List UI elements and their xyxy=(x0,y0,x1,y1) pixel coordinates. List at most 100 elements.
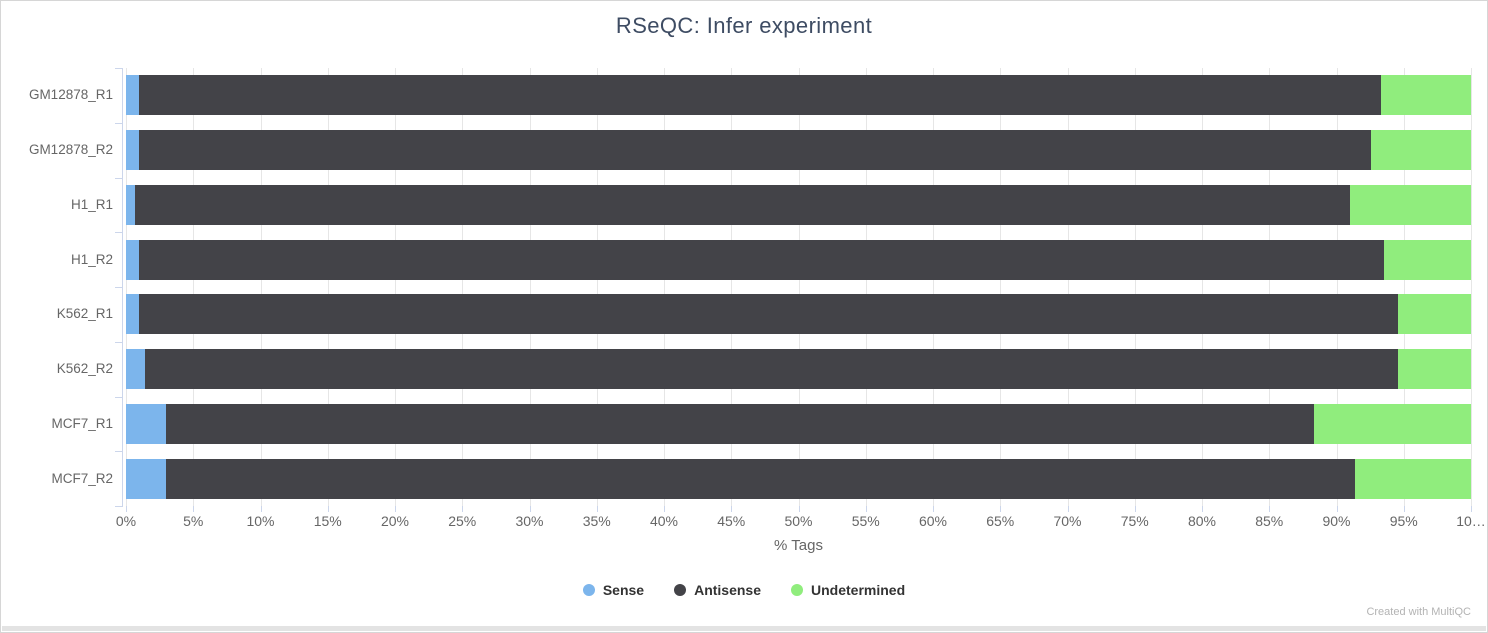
bar-segment-sense[interactable] xyxy=(126,349,145,390)
x-tick-mark xyxy=(1134,506,1136,512)
chart-title: RSeQC: Infer experiment xyxy=(615,13,873,38)
y-axis-tick xyxy=(115,396,123,398)
y-axis-tick xyxy=(115,287,123,288)
x-axis-title: % Tags xyxy=(774,537,823,554)
category-label: K562_R1 xyxy=(56,306,113,322)
gridline xyxy=(529,68,531,506)
bar-row xyxy=(126,184,1471,225)
x-tick-mark xyxy=(798,506,800,512)
bar-segment-antisense[interactable] xyxy=(139,294,1399,335)
multiqc-credit: Created with MultiQC xyxy=(1366,606,1471,618)
bar-segment-undetermined[interactable] xyxy=(1313,403,1471,444)
bar-segment-sense[interactable] xyxy=(126,130,140,171)
bar-segment-antisense[interactable] xyxy=(135,184,1350,225)
bar-segment-sense[interactable] xyxy=(126,294,140,335)
bar-segment-undetermined[interactable] xyxy=(1371,130,1471,171)
bar-segment-sense[interactable] xyxy=(126,403,167,444)
x-tick-mark xyxy=(193,506,195,512)
bar-segment-sense[interactable] xyxy=(126,458,167,499)
x-tick-label: 25% xyxy=(448,513,477,529)
x-tick-label: 70% xyxy=(1053,513,1082,529)
x-tick-mark xyxy=(260,506,262,512)
legend-item-undetermined[interactable]: Undetermined xyxy=(791,582,905,598)
bar-row xyxy=(126,130,1471,171)
x-tick-label: 55% xyxy=(851,513,880,529)
bar-segment-sense[interactable] xyxy=(126,75,140,116)
x-tick-mark xyxy=(731,506,733,512)
horizontal-scrollbar-track[interactable] xyxy=(2,626,1486,631)
x-tick-label: 45% xyxy=(717,513,746,529)
gridline xyxy=(1269,68,1271,506)
y-axis-tick xyxy=(115,177,123,179)
legend-item-sense[interactable]: Sense xyxy=(582,582,645,598)
x-tick-mark xyxy=(395,506,396,512)
gridline xyxy=(1000,68,1002,506)
x-tick-mark xyxy=(1202,506,1203,512)
bar-segment-antisense[interactable] xyxy=(144,349,1399,390)
bar-row xyxy=(126,403,1471,444)
x-tick-mark xyxy=(1336,506,1338,512)
bar-row xyxy=(126,349,1471,390)
gridline xyxy=(260,68,262,506)
bar-segment-antisense[interactable] xyxy=(139,75,1381,116)
x-tick-label: 20% xyxy=(380,513,410,529)
y-axis-tick xyxy=(115,68,123,69)
legend-label: Antisense xyxy=(694,582,762,598)
category-label: GM12878_R2 xyxy=(28,142,113,158)
y-axis-tick xyxy=(115,506,123,507)
bar-segment-antisense[interactable] xyxy=(166,403,1314,444)
legend-marker-icon xyxy=(582,584,595,596)
gridline xyxy=(193,68,195,506)
x-axis: 0% 5% 10% 15% 20% 25% 30% 35% 40% 45% 50% 55% 60% 65%… xyxy=(116,506,1486,536)
bar-segment-antisense[interactable] xyxy=(139,130,1372,171)
x-tick-mark xyxy=(1067,506,1069,512)
chart-legend: Sense Antisense Undetermined xyxy=(1,582,1487,598)
x-tick-label: 75% xyxy=(1120,513,1149,529)
legend-label: Undetermined xyxy=(811,582,906,598)
x-tick-label: 35% xyxy=(582,513,611,529)
gridline xyxy=(1202,68,1203,506)
x-tick-label: 10% xyxy=(246,513,275,529)
category-label: GM12878_R1 xyxy=(28,87,113,103)
bar-segment-undetermined[interactable] xyxy=(1383,239,1471,280)
category-label: H1_R2 xyxy=(70,251,113,267)
x-tick-label: 60% xyxy=(918,513,948,529)
bar-segment-undetermined[interactable] xyxy=(1349,184,1471,225)
gridline xyxy=(327,68,329,506)
gridline xyxy=(1067,68,1069,506)
x-tick-label: 65% xyxy=(986,513,1015,529)
gridline xyxy=(1471,68,1472,506)
x-tick-label: 95% xyxy=(1389,513,1418,529)
bar-row xyxy=(126,239,1471,280)
category-label: H1_R1 xyxy=(70,196,113,212)
bar-segment-undetermined[interactable] xyxy=(1398,294,1471,335)
x-tick-label: 80% xyxy=(1187,513,1217,529)
x-tick-label: 40% xyxy=(649,513,679,529)
bar-row xyxy=(126,294,1471,335)
x-tick-mark xyxy=(126,506,127,512)
bar-segment-antisense[interactable] xyxy=(166,458,1356,499)
y-axis-tick xyxy=(115,232,123,234)
gridline xyxy=(126,68,127,506)
legend-label: Sense xyxy=(602,582,645,598)
x-tick-mark xyxy=(1403,506,1405,512)
legend-item-antisense[interactable]: Antisense xyxy=(674,582,761,598)
bar-segment-undetermined[interactable] xyxy=(1398,349,1471,390)
bar-segment-undetermined[interactable] xyxy=(1355,458,1471,499)
bar-segment-sense[interactable] xyxy=(126,239,140,280)
bar-segment-sense[interactable] xyxy=(126,184,136,225)
gridline xyxy=(664,68,665,506)
category-label: K562_R2 xyxy=(56,361,113,377)
x-tick-label: 10… xyxy=(1456,513,1486,529)
x-tick-mark xyxy=(462,506,464,512)
bar-segment-undetermined[interactable] xyxy=(1380,75,1471,116)
x-tick-mark xyxy=(1471,506,1472,512)
bar-row xyxy=(126,458,1471,499)
x-tick-mark xyxy=(327,506,329,512)
x-tick-label: 30% xyxy=(515,513,544,529)
x-tick-label: 15% xyxy=(313,513,342,529)
gridline xyxy=(395,68,396,506)
bar-segment-antisense[interactable] xyxy=(139,239,1384,280)
x-tick-mark xyxy=(1000,506,1002,512)
x-tick-label: 5% xyxy=(183,513,204,529)
